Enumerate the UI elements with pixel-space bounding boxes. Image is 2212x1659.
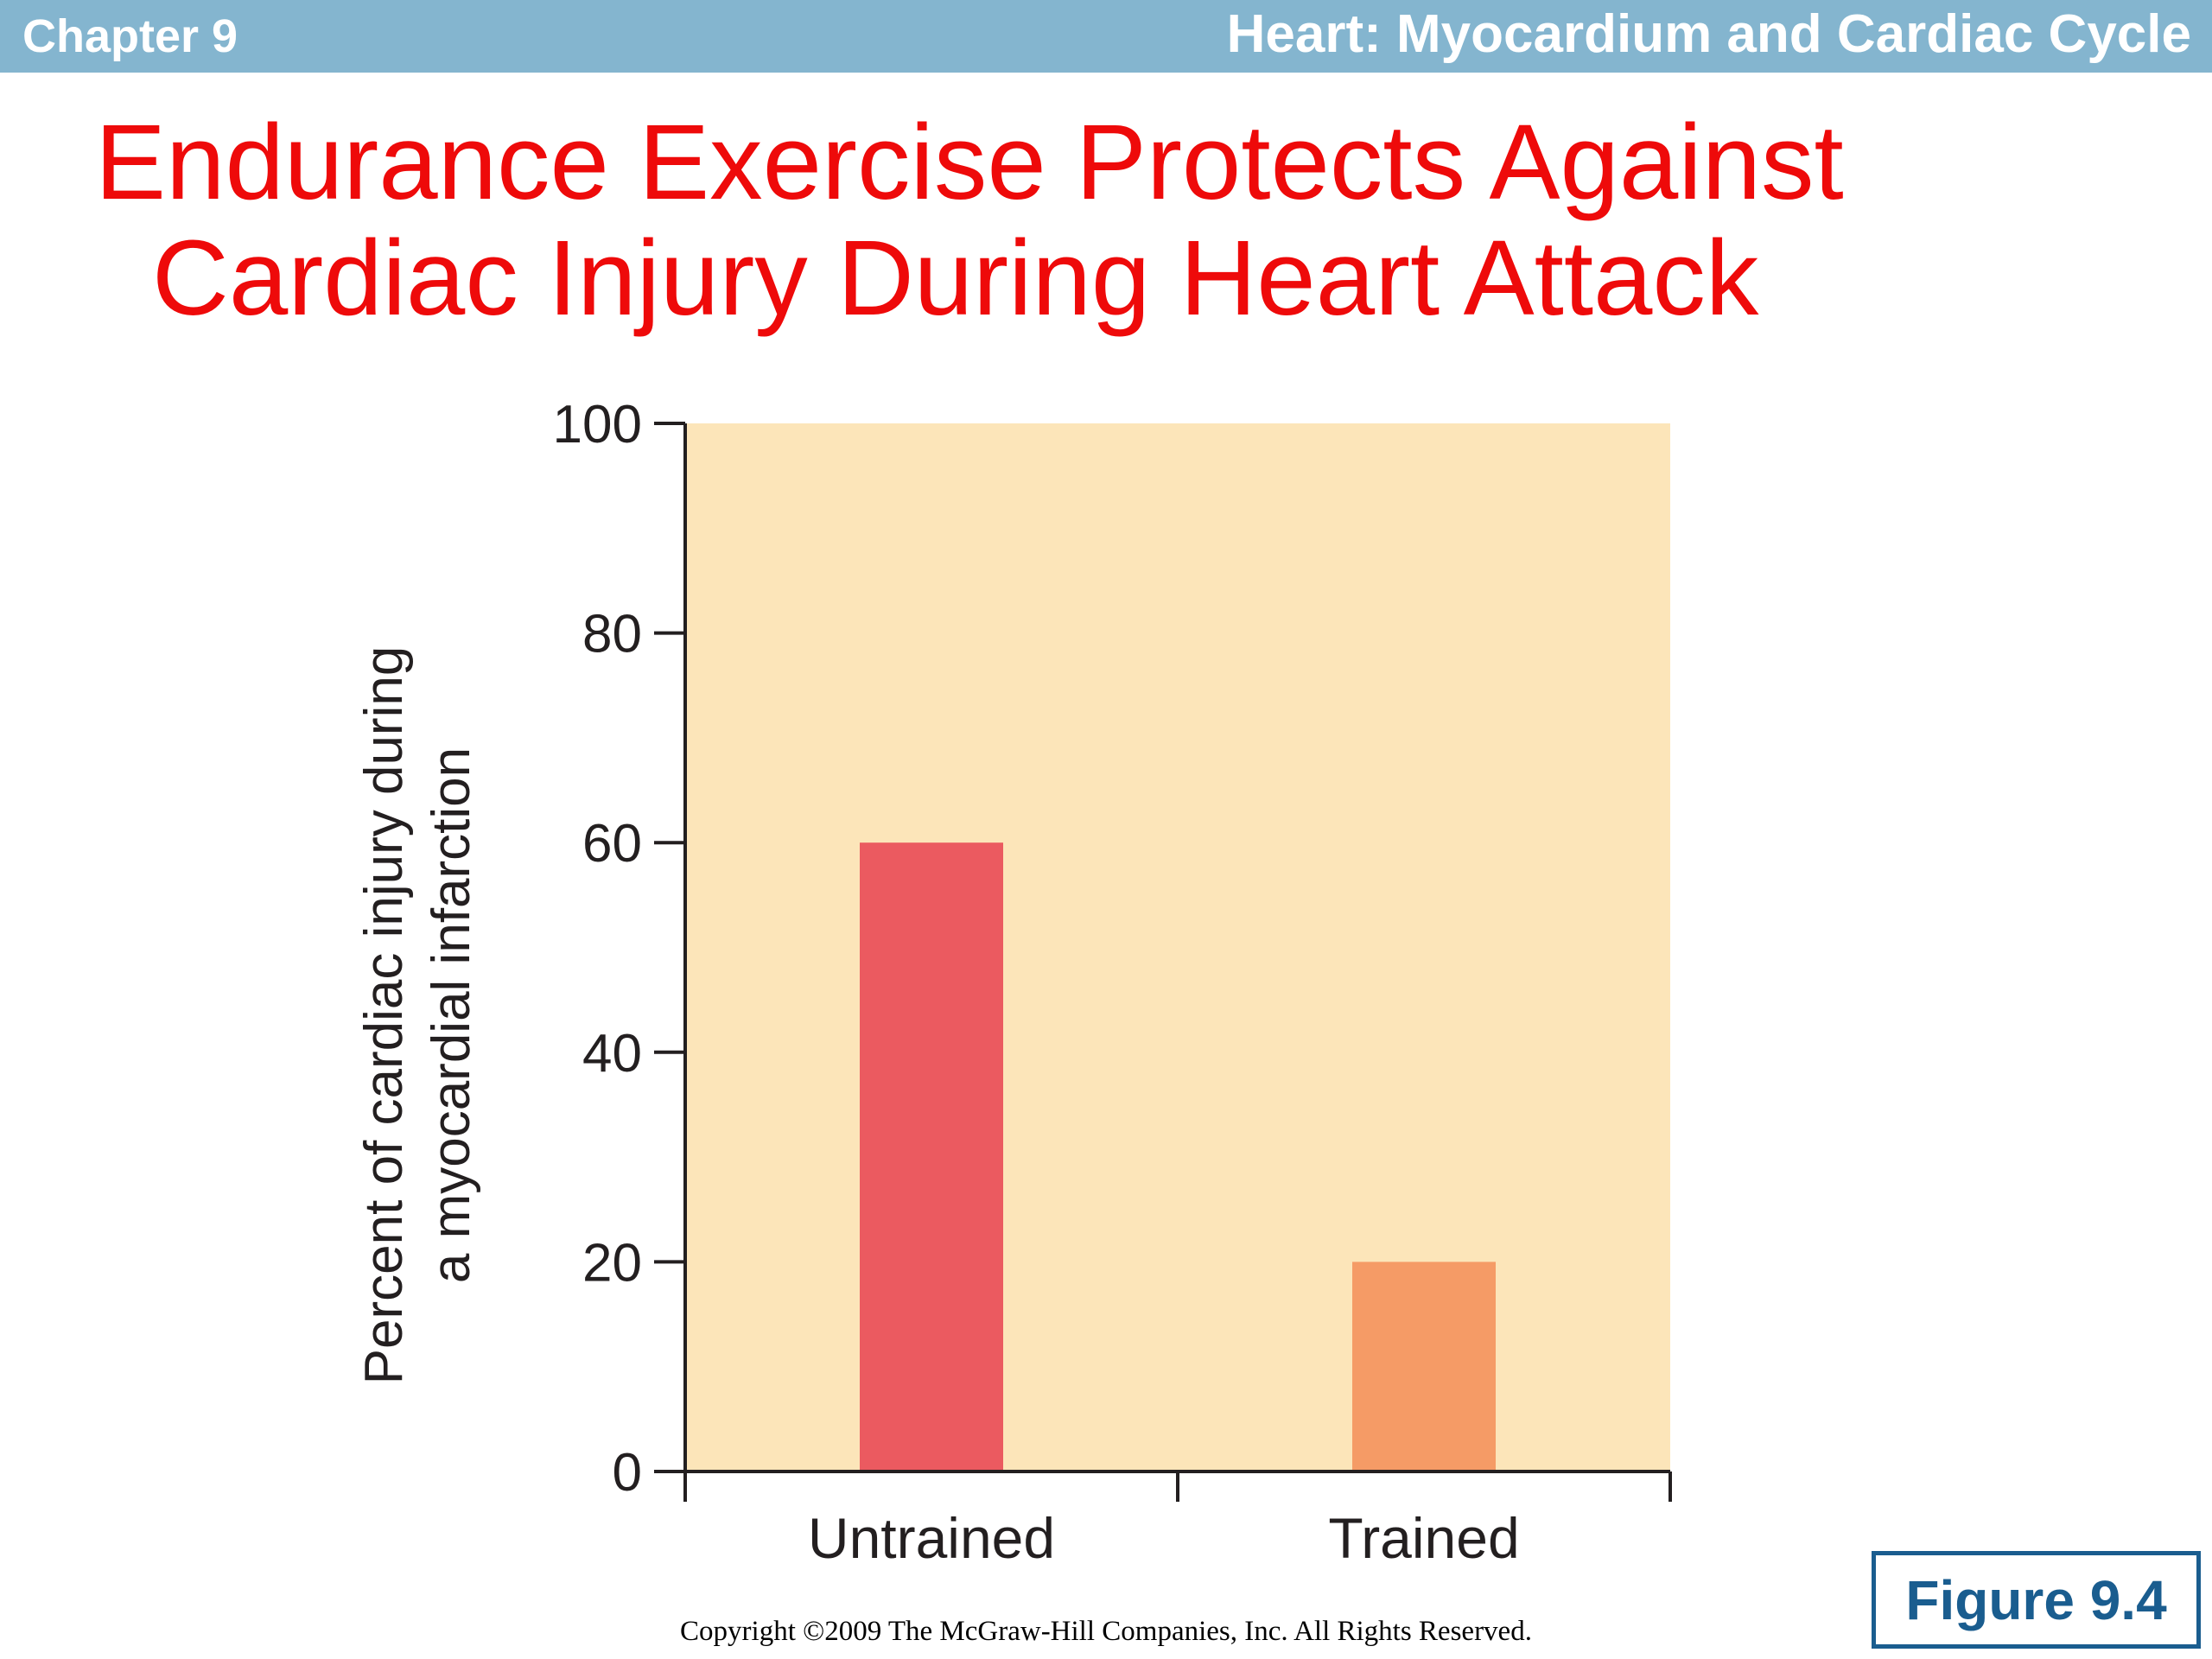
chapter-label: Chapter 9	[22, 10, 238, 62]
y-axis-label-line-2: a myocardial infarction	[422, 747, 481, 1283]
header-title: Heart: Myocardium and Cardiac Cycle	[1226, 4, 2191, 64]
axes: 0 20 40 60 80 100 Untrained Trained	[553, 395, 1672, 1570]
slide-title: Endurance Exercise Protects Against Card…	[95, 105, 2031, 337]
figure-label-box: Figure 9.4	[1872, 1551, 2201, 1649]
x-tick-label-untrained: Untrained	[808, 1506, 1055, 1570]
y-tick-label-80: 80	[582, 605, 642, 664]
y-tick-label-0: 0	[613, 1443, 642, 1503]
y-tick-label-40: 40	[582, 1024, 642, 1084]
plot-background	[685, 423, 1670, 1471]
y-axis-label-line-1: Percent of cardiac injury during	[354, 646, 414, 1385]
slide-title-line-1: Endurance Exercise Protects Against	[95, 104, 1844, 222]
copyright-notice: Copyright ©2009 The McGraw-Hill Companie…	[680, 1616, 1532, 1647]
figure-label: Figure 9.4	[1905, 1568, 2167, 1631]
y-tick-label-20: 20	[582, 1233, 642, 1293]
bar-untrained	[860, 842, 1003, 1471]
slide-title-line-2: Cardiac Injury During Heart Attack	[152, 219, 1759, 338]
bars	[860, 842, 1496, 1471]
bar-trained	[1352, 1262, 1496, 1471]
y-tick-label-60: 60	[582, 814, 642, 874]
header-bar: Chapter 9 Heart: Myocardium and Cardiac …	[0, 0, 2212, 73]
x-tick-label-trained: Trained	[1328, 1506, 1519, 1570]
y-tick-label-100: 100	[553, 395, 642, 454]
